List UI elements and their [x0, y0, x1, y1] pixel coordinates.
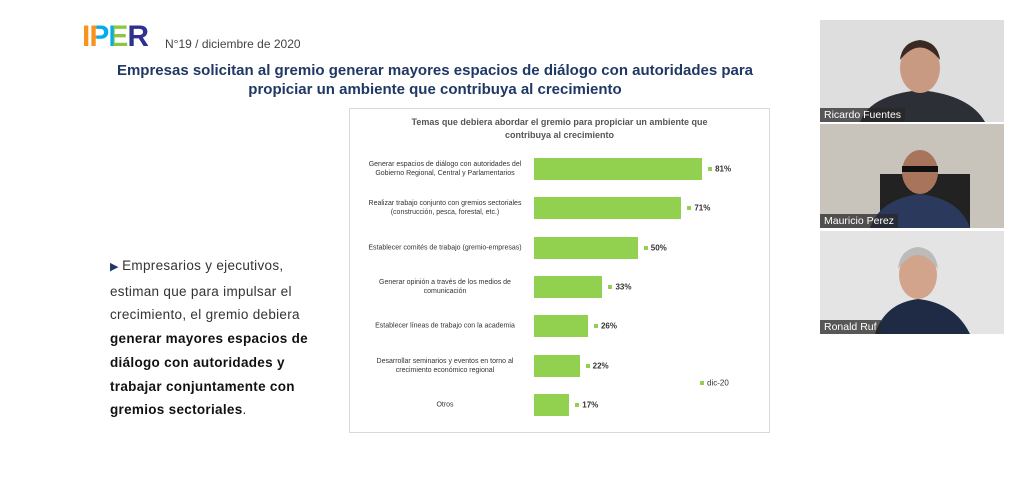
value-label: 22%: [592, 361, 609, 370]
avatar: [820, 20, 1004, 122]
label-marker: [593, 324, 598, 329]
bar: [534, 158, 703, 180]
bar: [534, 393, 570, 416]
video-tile[interactable]: Mauricio Perez: [820, 124, 1004, 228]
value-label: 81%: [715, 164, 732, 174]
value-label: 26%: [600, 321, 617, 331]
bar: [534, 236, 638, 259]
issue: N°19 / diciembre de 2020: [165, 37, 301, 51]
legend-marker: [700, 381, 704, 385]
chart-title: contribuya al crecimiento: [504, 130, 615, 140]
bullet-text: .: [242, 402, 247, 418]
video-tile[interactable]: Ricardo Fuentes: [820, 20, 1004, 122]
participant-name: Ronald Ruf: [820, 320, 881, 334]
legend-label: dic-20: [707, 378, 729, 388]
slide-title: propiciar un ambiente que contribuya al …: [248, 81, 622, 98]
label-marker: [708, 167, 713, 171]
label-marker: [608, 284, 613, 289]
label-marker: [643, 245, 648, 250]
value-label: 71%: [694, 203, 711, 213]
value-label: 50%: [650, 243, 667, 253]
chart: Temas que debiera abordar el gremio para…: [349, 108, 770, 433]
chart-title: Temas que debiera abordar el gremio para…: [411, 117, 708, 127]
category-label: Desarrollar seminarios y eventos en torn…: [376, 357, 514, 374]
label-marker: [687, 206, 692, 211]
participant-name: Ricardo Fuentes: [820, 108, 906, 122]
category-label: Establecer comités de trabajo (gremio-em…: [368, 244, 522, 252]
category-label: Establecer líneas de trabajo con la acad…: [375, 322, 515, 330]
category-label: Otros: [436, 401, 454, 409]
category-label: Realizar trabajo conjunto con gremios se…: [368, 200, 522, 217]
bar: [534, 275, 603, 298]
category-label: Generar opinión a través de los medios d…: [379, 278, 511, 295]
bullet-bold: generar mayores espacios de diálogo con …: [110, 331, 308, 418]
avatar: [820, 124, 1004, 228]
participant-name: Mauricio Perez: [820, 214, 899, 228]
logo: IPER: [82, 20, 149, 53]
label-marker: [585, 363, 590, 368]
avatar: [820, 231, 1004, 334]
value-label: 33%: [615, 282, 632, 292]
bar: [534, 354, 580, 377]
bar: [534, 197, 682, 220]
slide-title: Empresas solicitan al gremio generar may…: [116, 62, 754, 79]
category-label: Generar espacios de diálogo con autorida…: [368, 161, 522, 177]
bullet-text: Empresarios y ejecutivos, estiman que pa…: [110, 258, 300, 323]
label-marker: [575, 402, 580, 407]
video-tile[interactable]: Ronald Ruf: [820, 231, 1004, 334]
bullet: ▶ Empresarios y ejecutivos, estiman que …: [110, 258, 308, 418]
bar: [534, 315, 588, 338]
value-label: 17%: [582, 400, 599, 410]
